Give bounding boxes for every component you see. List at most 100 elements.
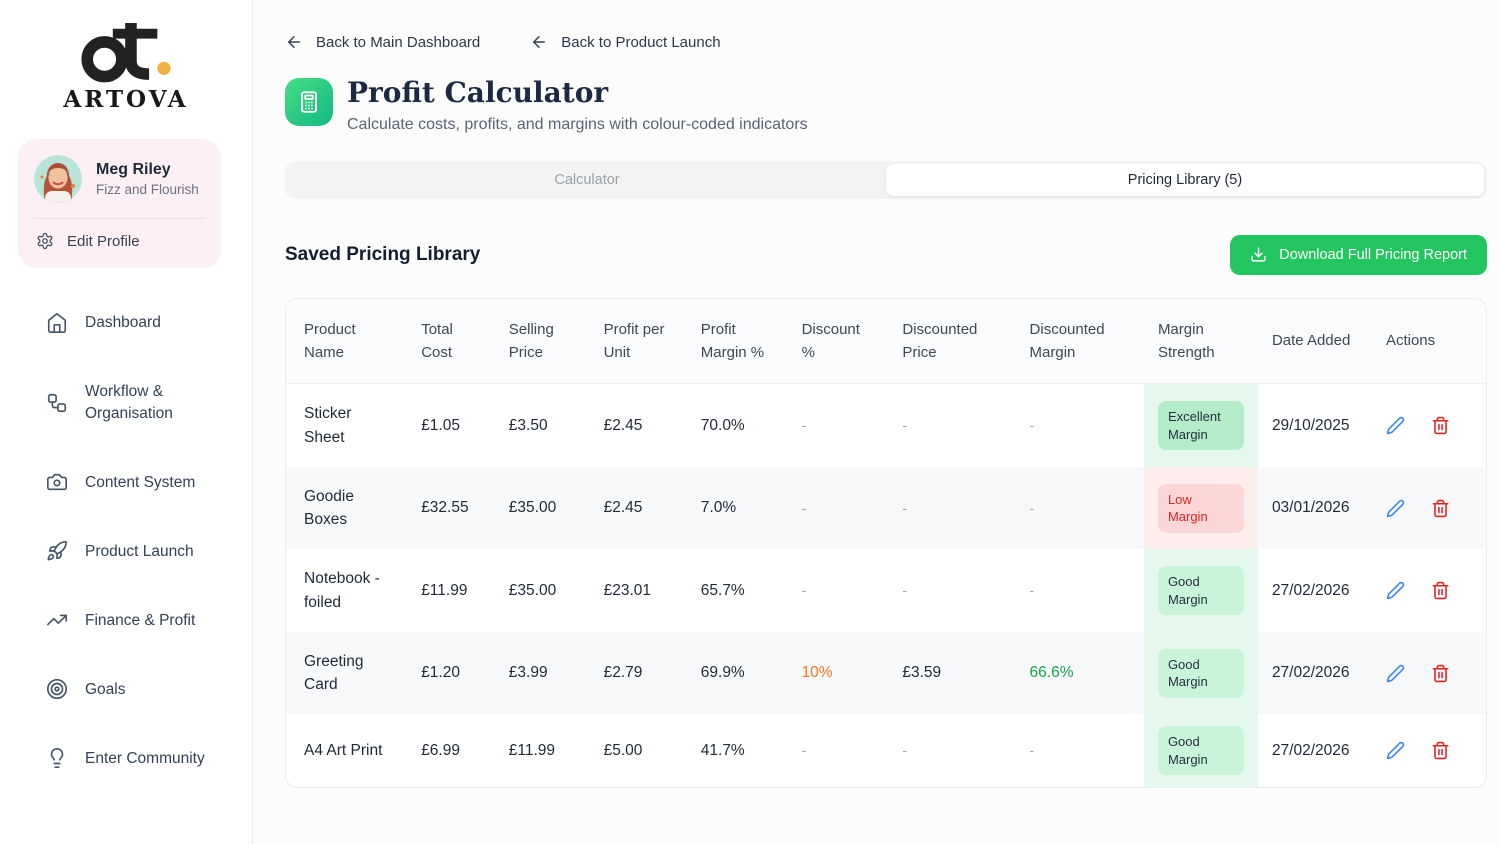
back-link-label: Back to Product Launch xyxy=(561,33,721,51)
lightbulb-icon xyxy=(50,748,64,769)
column-header: Profit Margin % xyxy=(700,320,765,362)
delete-button[interactable] xyxy=(1431,499,1450,518)
sidebar-item-finance-profit[interactable]: Finance & Profit xyxy=(0,609,252,631)
column-header: Date Added xyxy=(1271,332,1351,350)
edit-button[interactable] xyxy=(1386,416,1405,435)
rocket-icon xyxy=(47,541,67,561)
section-title: Saved Pricing Library xyxy=(285,243,481,265)
column-header: Discounted Price xyxy=(902,320,978,362)
actions-cell xyxy=(1371,631,1486,715)
back-to-main-dashboard-link[interactable]: Back to Main Dashboard xyxy=(285,33,480,51)
sidebar-item-product-launch[interactable]: Product Launch xyxy=(0,540,252,562)
discounted-margin: 66.6% xyxy=(1015,631,1144,715)
actions-cell xyxy=(1372,384,1486,467)
product-name: Notebook - foiled xyxy=(304,570,380,611)
delete-button[interactable] xyxy=(1431,664,1450,683)
pencil-icon xyxy=(1386,664,1405,682)
profit-per-unit: £2.45 xyxy=(603,416,643,434)
discount-percent: - xyxy=(801,417,807,434)
total-cost: £6.99 xyxy=(421,742,460,760)
back-to-product-launch-link[interactable]: Back to Product Launch xyxy=(530,33,721,51)
brand-logo: ARTOVA xyxy=(0,18,252,113)
actions-cell xyxy=(1372,714,1486,787)
tab-pricing-library[interactable]: Pricing Library (5) xyxy=(886,163,1484,196)
page-title: Profit Calculator xyxy=(347,76,609,109)
profit-margin: 70.0% xyxy=(700,416,745,434)
trash-icon xyxy=(1432,664,1449,682)
sidebar-item-goals[interactable]: Goals xyxy=(0,678,252,700)
profile-card: Meg Riley Fizz and Flourish Edit Profile xyxy=(18,139,221,268)
pencil-icon xyxy=(1386,416,1405,435)
delete-button[interactable] xyxy=(1431,416,1450,435)
sidebar-item-label: Dashboard xyxy=(85,314,161,332)
discounted-price: - xyxy=(902,417,908,434)
sidebar-item-label: Finance & Profit xyxy=(85,611,196,629)
discounted-price: - xyxy=(902,742,908,759)
delete-button[interactable] xyxy=(1431,741,1450,760)
table-row: A4 Art Print £6.99 £11.99 £5.00 41.7% - - - Good… xyxy=(286,714,1486,788)
download-report-label: Download Full Pricing Report xyxy=(1279,246,1467,263)
tab-bar: Calculator Pricing Library (5) xyxy=(285,160,1487,199)
column-header: Actions xyxy=(1385,332,1436,350)
column-header: Profit per Unit xyxy=(603,320,665,362)
discounted-price: - xyxy=(902,582,908,599)
discount-percent: - xyxy=(801,742,807,759)
date-added: 27/02/2026 xyxy=(1271,581,1350,599)
sidebar-item-enter-community[interactable]: Enter Community xyxy=(0,747,252,769)
sidebar-item-content-system[interactable]: Content System xyxy=(0,471,252,493)
edit-button[interactable] xyxy=(1386,581,1405,600)
selling-price: £3.99 xyxy=(494,631,590,715)
trash-icon xyxy=(1432,581,1449,600)
selling-price: £3.50 xyxy=(508,416,548,434)
column-header: Selling Price xyxy=(508,320,554,362)
sidebar-item-label: Product Launch xyxy=(85,542,194,560)
date-added: 27/02/2026 xyxy=(1257,631,1372,715)
discounted-price: - xyxy=(888,466,1016,550)
margin-strength-cell: Excellent Margin xyxy=(1143,383,1258,467)
table-row: Sticker Sheet £1.05 £3.50 £2.45 70.0% - - - Exce… xyxy=(286,383,1486,467)
edit-profile-button[interactable]: Edit Profile xyxy=(34,232,205,250)
arrow-left-icon xyxy=(533,36,546,48)
margin-strength-badge: Good Margin xyxy=(1157,648,1244,698)
sidebar-item-workflow[interactable]: Workflow & Organisation xyxy=(0,381,252,424)
page-header: Profit Calculator Calculate costs, profi… xyxy=(285,76,1487,134)
download-report-button[interactable]: Download Full Pricing Report xyxy=(1230,234,1487,275)
camera-icon xyxy=(47,474,67,491)
sidebar-item-label: Workflow & Organisation xyxy=(85,383,173,422)
table-header-row: Product Name Total Cost Selling Price Profi… xyxy=(286,298,1486,384)
margin-strength-cell: Good Margin xyxy=(1143,549,1258,632)
product-name: Greeting Card xyxy=(286,631,408,715)
profit-margin: 7.0% xyxy=(686,466,788,550)
trash-icon xyxy=(1432,742,1449,760)
gear-icon xyxy=(37,232,53,250)
profile-business: Fizz and Flourish xyxy=(96,182,199,197)
home-icon xyxy=(47,313,67,333)
discounted-margin: - xyxy=(1015,466,1144,550)
profit-per-unit: £5.00 xyxy=(603,742,643,760)
artova-logo-icon xyxy=(81,22,171,83)
margin-strength-cell: Low Margin xyxy=(1143,466,1258,550)
pricing-table: Product Name Total Cost Selling Price Profi… xyxy=(285,297,1487,789)
pencil-icon xyxy=(1386,742,1405,760)
table-row: Greeting Card £1.20 £3.99 £2.79 69.9% 10% £3.5… xyxy=(286,631,1486,715)
margin-strength-badge: Good Margin xyxy=(1157,726,1244,776)
edit-button[interactable] xyxy=(1386,499,1405,518)
pencil-icon xyxy=(1386,499,1405,517)
profit-margin: 65.7% xyxy=(700,581,745,599)
sidebar-item-label: Goals xyxy=(85,680,126,698)
edit-button[interactable] xyxy=(1386,664,1405,683)
discount-percent: - xyxy=(801,582,807,599)
column-header: Margin Strength xyxy=(1157,320,1215,362)
download-icon xyxy=(1251,247,1266,262)
back-link-label: Back to Main Dashboard xyxy=(316,33,481,51)
date-added: 27/02/2026 xyxy=(1271,742,1350,760)
delete-button[interactable] xyxy=(1431,581,1450,600)
avatar xyxy=(34,155,82,203)
sidebar-item-dashboard[interactable]: Dashboard xyxy=(0,312,252,334)
trash-icon xyxy=(1432,416,1449,435)
sidebar-nav: Dashboard Workflow & Organisation Conten… xyxy=(0,312,252,769)
tab-calculator[interactable]: Calculator xyxy=(288,164,886,196)
total-cost: £11.99 xyxy=(421,581,468,599)
edit-button[interactable] xyxy=(1386,741,1405,760)
back-links: Back to Main Dashboard Back to Product L… xyxy=(285,33,1487,51)
